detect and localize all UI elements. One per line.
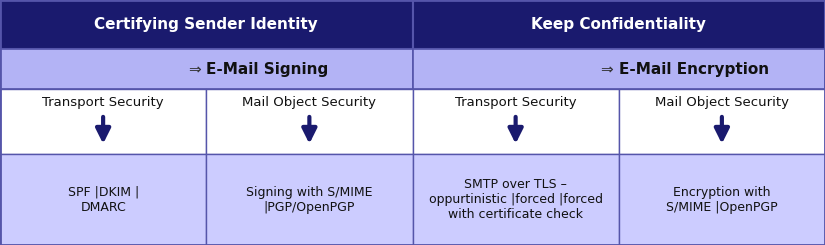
Text: Mail Object Security: Mail Object Security [243,96,376,109]
Text: Mail Object Security: Mail Object Security [655,96,789,109]
Bar [412,0,825,49]
Bar [0,49,412,89]
Text: Transport Security: Transport Security [42,96,164,109]
Text: ⇒: ⇒ [601,62,619,77]
Text: Certifying Sender Identity: Certifying Sender Identity [94,17,318,32]
Bar [0,89,206,154]
Text: Keep Confidentiality: Keep Confidentiality [531,17,706,32]
Text: Transport Security: Transport Security [455,96,577,109]
Text: SPF |DKIM |
DMARC: SPF |DKIM | DMARC [68,186,139,214]
Bar [412,49,825,89]
Text: ⇒: ⇒ [189,62,206,77]
Bar [206,154,412,245]
Bar [0,154,206,245]
Bar [206,89,412,154]
Text: E-Mail Signing: E-Mail Signing [206,62,328,77]
Text: E-Mail Encryption: E-Mail Encryption [619,62,769,77]
Text: Signing with S/MIME
|PGP/OpenPGP: Signing with S/MIME |PGP/OpenPGP [246,186,373,214]
Bar [412,154,619,245]
Bar [412,89,619,154]
Bar [0,0,412,49]
Bar [619,154,825,245]
Text: SMTP over TLS –
oppurtinistic |forced |forced
with certificate check: SMTP over TLS – oppurtinistic |forced |f… [429,178,602,221]
Text: Encryption with
S/MIME |OpenPGP: Encryption with S/MIME |OpenPGP [666,186,778,214]
Bar [619,89,825,154]
